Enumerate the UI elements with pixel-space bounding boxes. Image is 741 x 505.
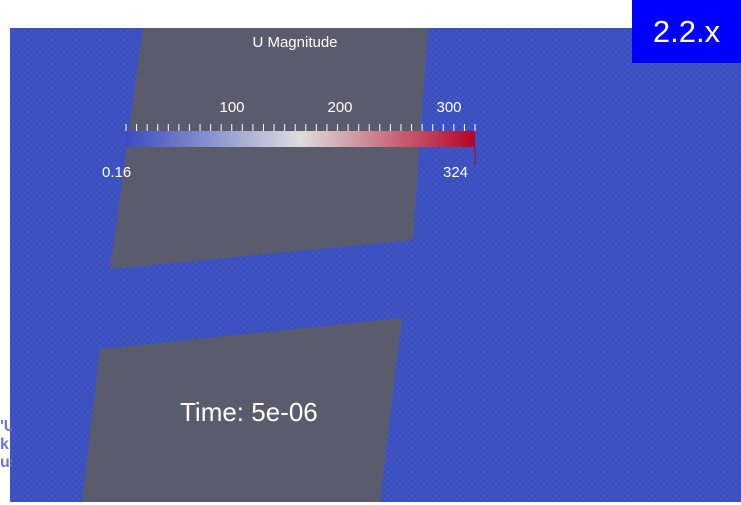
version-badge: 2.2.x: [632, 0, 741, 63]
colorbar-gradient: [126, 131, 475, 147]
colorbar-title: U Magnitude: [252, 34, 338, 51]
colorbar-tick-label: 300: [436, 99, 462, 116]
lower-solid-region: [82, 318, 402, 502]
colorbar-tick-label: 200: [327, 99, 353, 116]
scene-svg: [10, 28, 741, 502]
colorbar-min-label: 0.16: [102, 164, 132, 181]
colorbar-tick-label: 100: [219, 99, 245, 116]
upper-solid-region: [110, 28, 428, 269]
render-viewport[interactable]: [10, 28, 741, 502]
time-annotation: Time: 5e-06: [180, 397, 318, 427]
colorbar-max-label: 324: [443, 164, 469, 181]
logo-fragment-watermark: 'U k us: [0, 418, 12, 471]
colorbar-minor-ticks: [125, 124, 476, 165]
